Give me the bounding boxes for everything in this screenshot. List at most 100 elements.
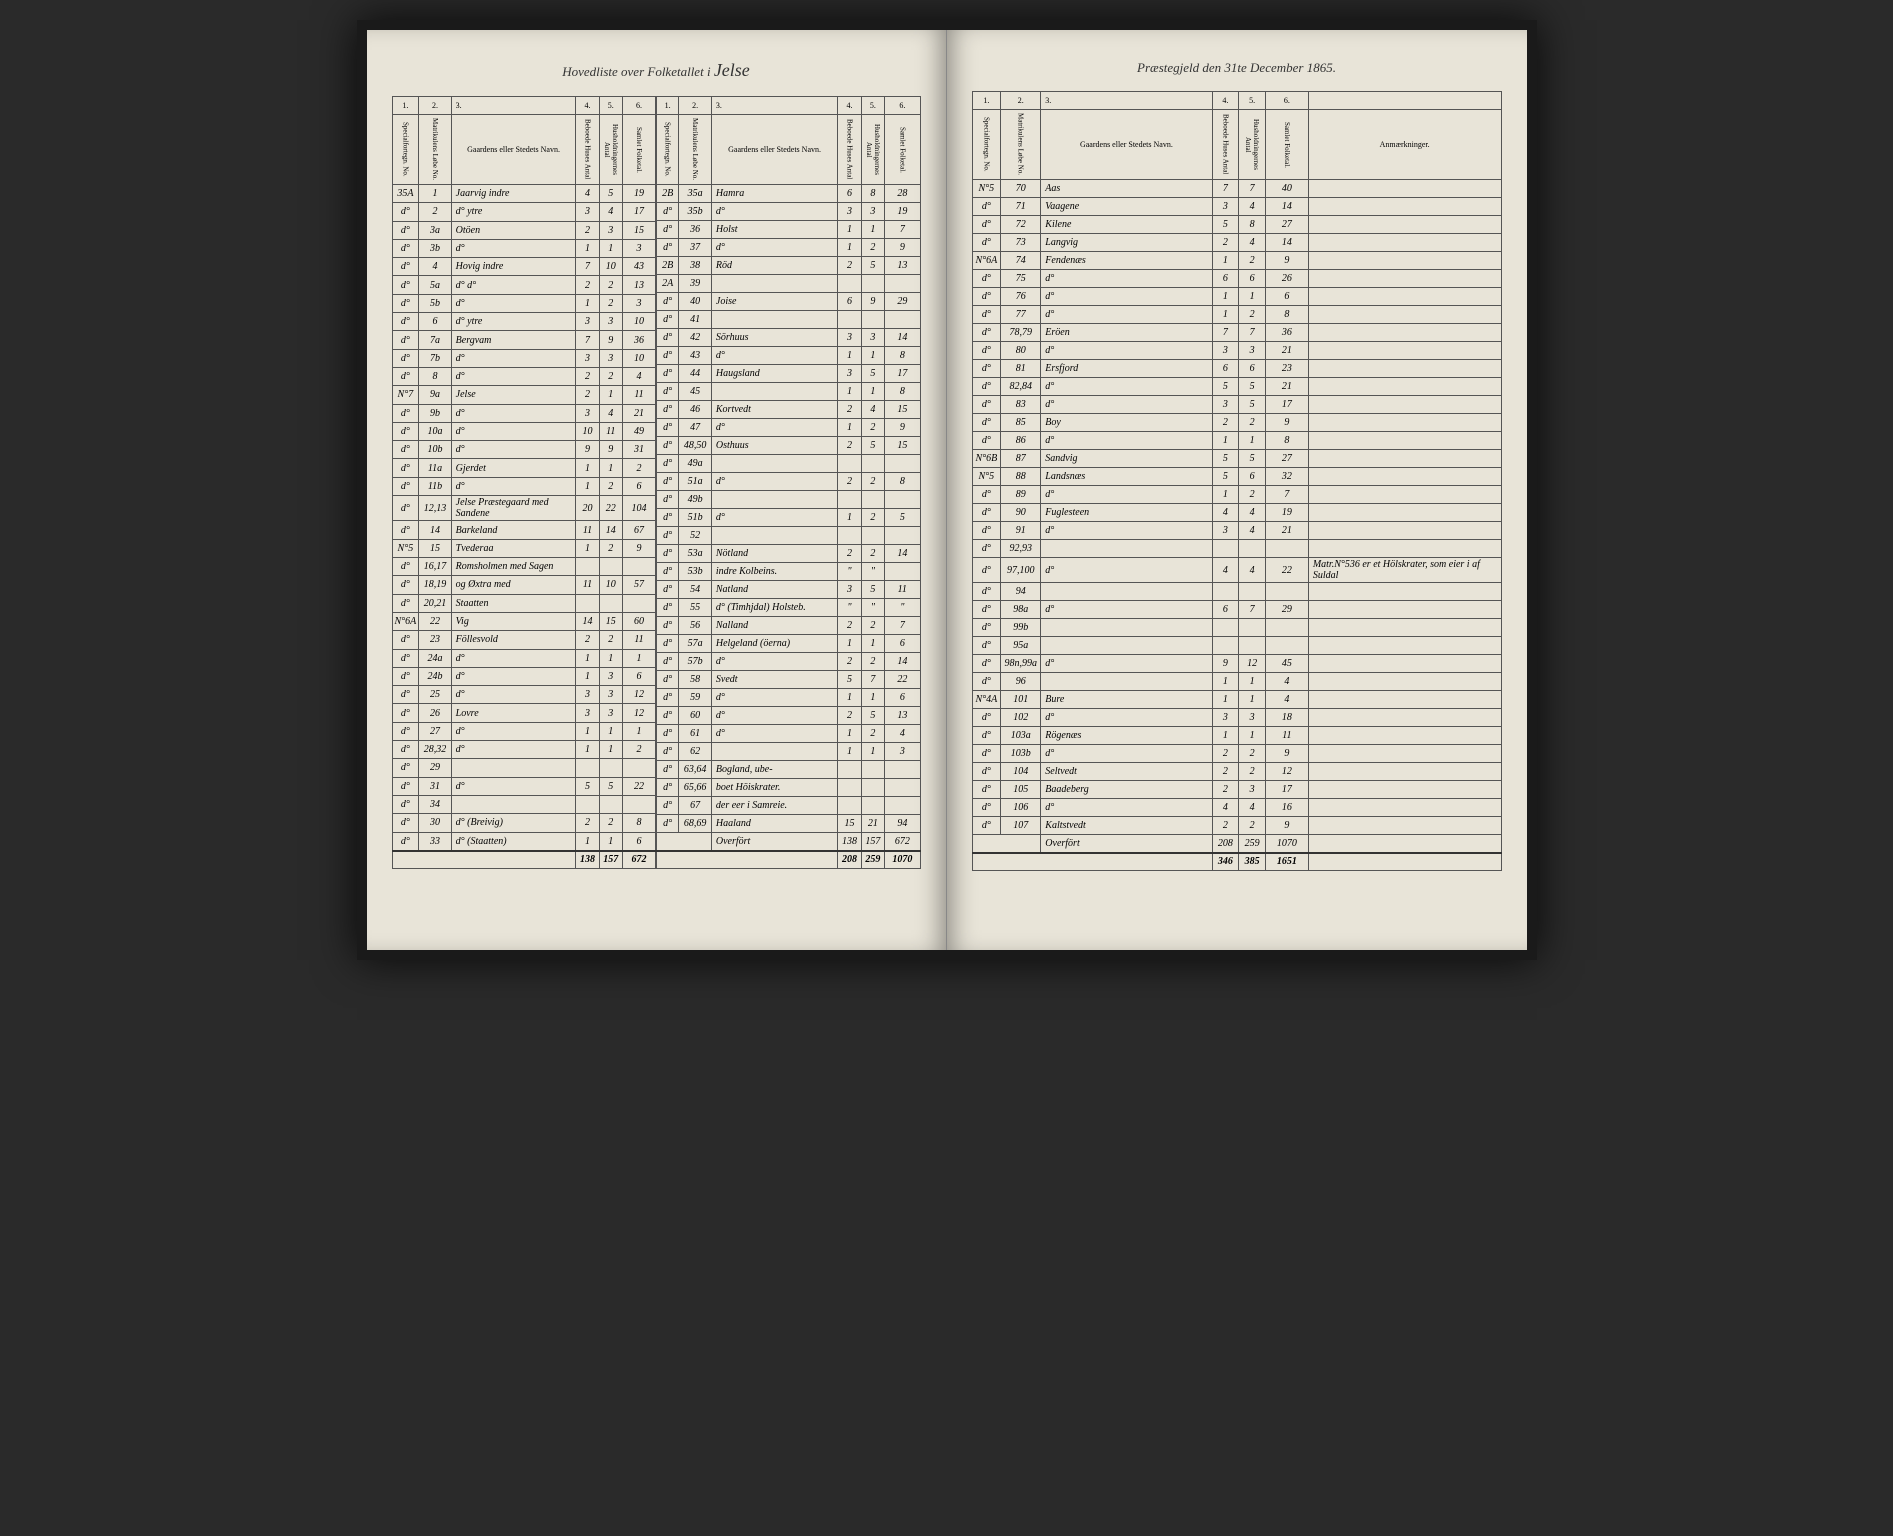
cell-folk: 21 <box>622 404 655 422</box>
cell-spec: d° <box>657 725 679 743</box>
cell-name: Landsnæs <box>1041 468 1212 486</box>
cell-folk: 6 <box>885 689 920 707</box>
cell-spec: N°6B <box>972 450 1001 468</box>
cell-folk: 14 <box>1266 198 1309 216</box>
cell-hush <box>1239 540 1266 558</box>
cell-huse: 6 <box>1212 270 1239 288</box>
cell-folk <box>622 795 655 813</box>
cell-lobe: 51b <box>679 509 712 527</box>
cell-name: Sandvig <box>1041 450 1212 468</box>
cell-name: d° <box>451 667 576 685</box>
cell-spec: d° <box>392 331 419 349</box>
cell-lobe: 87 <box>1001 450 1041 468</box>
cell-huse: 1 <box>576 832 599 851</box>
cell-folk: 10 <box>622 349 655 367</box>
cell-name: d° <box>451 349 576 367</box>
cell-name: Bergvam <box>451 331 576 349</box>
cell-hush: 2 <box>599 367 622 385</box>
cell-huse <box>576 759 599 777</box>
cell-folk <box>885 797 920 815</box>
table-row: d°55d° (Timhjdal) Holsteb.""" <box>657 599 921 617</box>
cell-huse: " <box>838 563 861 581</box>
cell-name: d° <box>451 686 576 704</box>
cell-hush <box>861 455 884 473</box>
cell-lobe: 22 <box>419 612 451 630</box>
table-row: N°79aJelse2111 <box>392 386 656 404</box>
col-hush: Husholdningernes Antal <box>599 115 622 185</box>
cell-lobe: 58 <box>679 671 712 689</box>
cell-anm <box>1308 504 1501 522</box>
cell-spec: d° <box>392 239 419 257</box>
cell-anm <box>1308 619 1501 637</box>
cell-name: d° (Timhjdal) Holsteb. <box>711 599 837 617</box>
table-row: d°78,79Eröen7736 <box>972 324 1501 342</box>
table-row: d°25d°3312 <box>392 686 656 704</box>
cell-huse: 5 <box>576 777 599 795</box>
cell-huse: 1 <box>838 347 861 365</box>
cell-folk: 12 <box>1266 763 1309 781</box>
cell-folk: 49 <box>622 422 655 440</box>
cell-folk: 6 <box>622 667 655 685</box>
cell-name: d° <box>451 422 576 440</box>
cell-lobe: 57a <box>679 635 712 653</box>
cell-huse: 2 <box>576 276 599 294</box>
cell-spec: d° <box>392 795 419 813</box>
cell-folk: 17 <box>622 203 655 221</box>
table-row: d°71Vaagene3414 <box>972 198 1501 216</box>
table-row: d°106d°4416 <box>972 799 1501 817</box>
cell-spec: d° <box>657 329 679 347</box>
cell-lobe: 18,19 <box>419 576 451 594</box>
cell-lobe: 35a <box>679 185 712 203</box>
cell-huse: " <box>838 599 861 617</box>
cell-hush: 1 <box>1239 288 1266 306</box>
table-row: N°6A74Fendenæs129 <box>972 252 1501 270</box>
cell-name: Lovre <box>451 704 576 722</box>
cell-lobe: 78,79 <box>1001 324 1041 342</box>
cell-lobe: 5a <box>419 276 451 294</box>
cell-anm: Matr.N°536 er et Hölskrater, som eier i … <box>1308 558 1501 583</box>
cell-lobe: 80 <box>1001 342 1041 360</box>
cell-spec: d° <box>972 619 1001 637</box>
cell-huse <box>1212 540 1239 558</box>
cell-lobe: 107 <box>1001 817 1041 835</box>
table-row: d°12,13Jelse Præstegaard med Sandene2022… <box>392 496 656 521</box>
cell-spec: d° <box>392 667 419 685</box>
cell-folk: 31 <box>622 441 655 459</box>
table-row: d°68,69Haaland152194 <box>657 815 921 833</box>
cell-hush: 1 <box>861 743 884 761</box>
table-row: d°2d° ytre3417 <box>392 203 656 221</box>
cell-lobe: 7b <box>419 349 451 367</box>
cell-folk: 6 <box>622 832 655 851</box>
cell-lobe: 51a <box>679 473 712 491</box>
cell-lobe: 65,66 <box>679 779 712 797</box>
cell-name <box>451 795 576 813</box>
right-total: 346 385 1651 <box>972 853 1501 871</box>
cell-hush <box>861 311 884 329</box>
cell-huse: 11 <box>576 576 599 594</box>
cell-huse: 2 <box>838 437 861 455</box>
cell-name <box>1041 619 1212 637</box>
cell-spec: d° <box>657 419 679 437</box>
right-carry: Overfört 208 259 1070 <box>972 835 1501 853</box>
right-header: Præstegjeld den 31te December 1865. <box>972 60 1502 76</box>
cell-spec: d° <box>972 540 1001 558</box>
cell-huse: 5 <box>1212 216 1239 234</box>
cell-hush <box>599 558 622 576</box>
cell-spec: d° <box>392 404 419 422</box>
cell-name: d° <box>711 473 837 491</box>
table-row: d°92,93 <box>972 540 1501 558</box>
cell-huse <box>1212 619 1239 637</box>
cell-folk <box>885 527 920 545</box>
cell-name: Vaagene <box>1041 198 1212 216</box>
cell-hush: 2 <box>861 653 884 671</box>
cell-folk: 28 <box>885 185 920 203</box>
cell-folk: 12 <box>622 686 655 704</box>
cell-lobe: 25 <box>419 686 451 704</box>
cell-hush: 3 <box>599 667 622 685</box>
cell-lobe: 96 <box>1001 673 1041 691</box>
cell-anm <box>1308 601 1501 619</box>
cell-huse: 10 <box>576 422 599 440</box>
cell-name: Sörhuus <box>711 329 837 347</box>
left-b-total: 208 259 1070 <box>657 851 921 869</box>
cell-name <box>1041 540 1212 558</box>
